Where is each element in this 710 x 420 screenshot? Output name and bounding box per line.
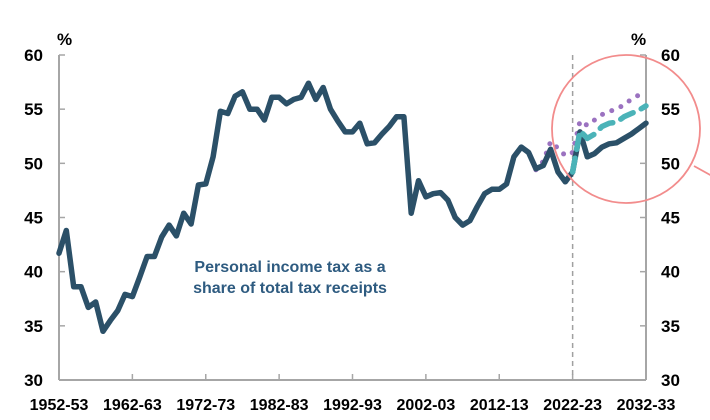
x-tick-label: 1982-83 <box>250 397 309 414</box>
highlight-circle <box>551 54 701 204</box>
y-tick-label-left: 50 <box>24 154 43 173</box>
y-tick-label-right: 55 <box>661 100 680 119</box>
axes <box>58 54 647 381</box>
y-tick-label-left: 60 <box>24 46 43 65</box>
series-line-dashed <box>569 103 649 175</box>
y-tick-label-right: 35 <box>661 317 680 336</box>
x-tick-label: 1972-73 <box>176 397 235 414</box>
y-tick-label-left: 45 <box>24 209 43 228</box>
x-tick-label: 2022-23 <box>543 397 602 414</box>
x-tick-label: 2002-03 <box>397 397 456 414</box>
x-tick-label: 1952-53 <box>30 397 89 414</box>
y-tick-label-right: 40 <box>661 263 680 282</box>
y-tick-label-right: 50 <box>661 154 680 173</box>
series-line-dotted <box>533 89 649 173</box>
y-tick-label-left: 55 <box>24 100 43 119</box>
y-tick-label-left: 30 <box>24 371 43 390</box>
x-tick-label: 1962-63 <box>103 397 162 414</box>
callout-connector-line <box>693 165 710 176</box>
y-tick-label-right: 30 <box>661 371 680 390</box>
annotation-line-2: share of total tax receipts <box>193 280 387 297</box>
tick-labels: 30 30 35 35 40 40 45 45 50 50 55 55 60 60 1952-53 1962-… <box>24 46 680 414</box>
x-tick-label: 2032-33 <box>617 397 676 414</box>
series-group <box>56 80 649 335</box>
x-tick-label: 1992-93 <box>323 397 382 414</box>
y-axis-unit-right: % <box>631 30 646 49</box>
x-tick-label: 2012-13 <box>470 397 529 414</box>
highlight-overlay <box>551 54 710 204</box>
y-axis-unit-left: % <box>57 30 72 49</box>
y-tick-label-right: 60 <box>661 46 680 65</box>
y-tick-label-left: 40 <box>24 263 43 282</box>
annotation-line-1: Personal income tax as a <box>194 259 385 276</box>
y-tick-label-right: 45 <box>661 209 680 228</box>
y-tick-label-left: 35 <box>24 317 43 336</box>
series-line-solid <box>56 80 649 335</box>
